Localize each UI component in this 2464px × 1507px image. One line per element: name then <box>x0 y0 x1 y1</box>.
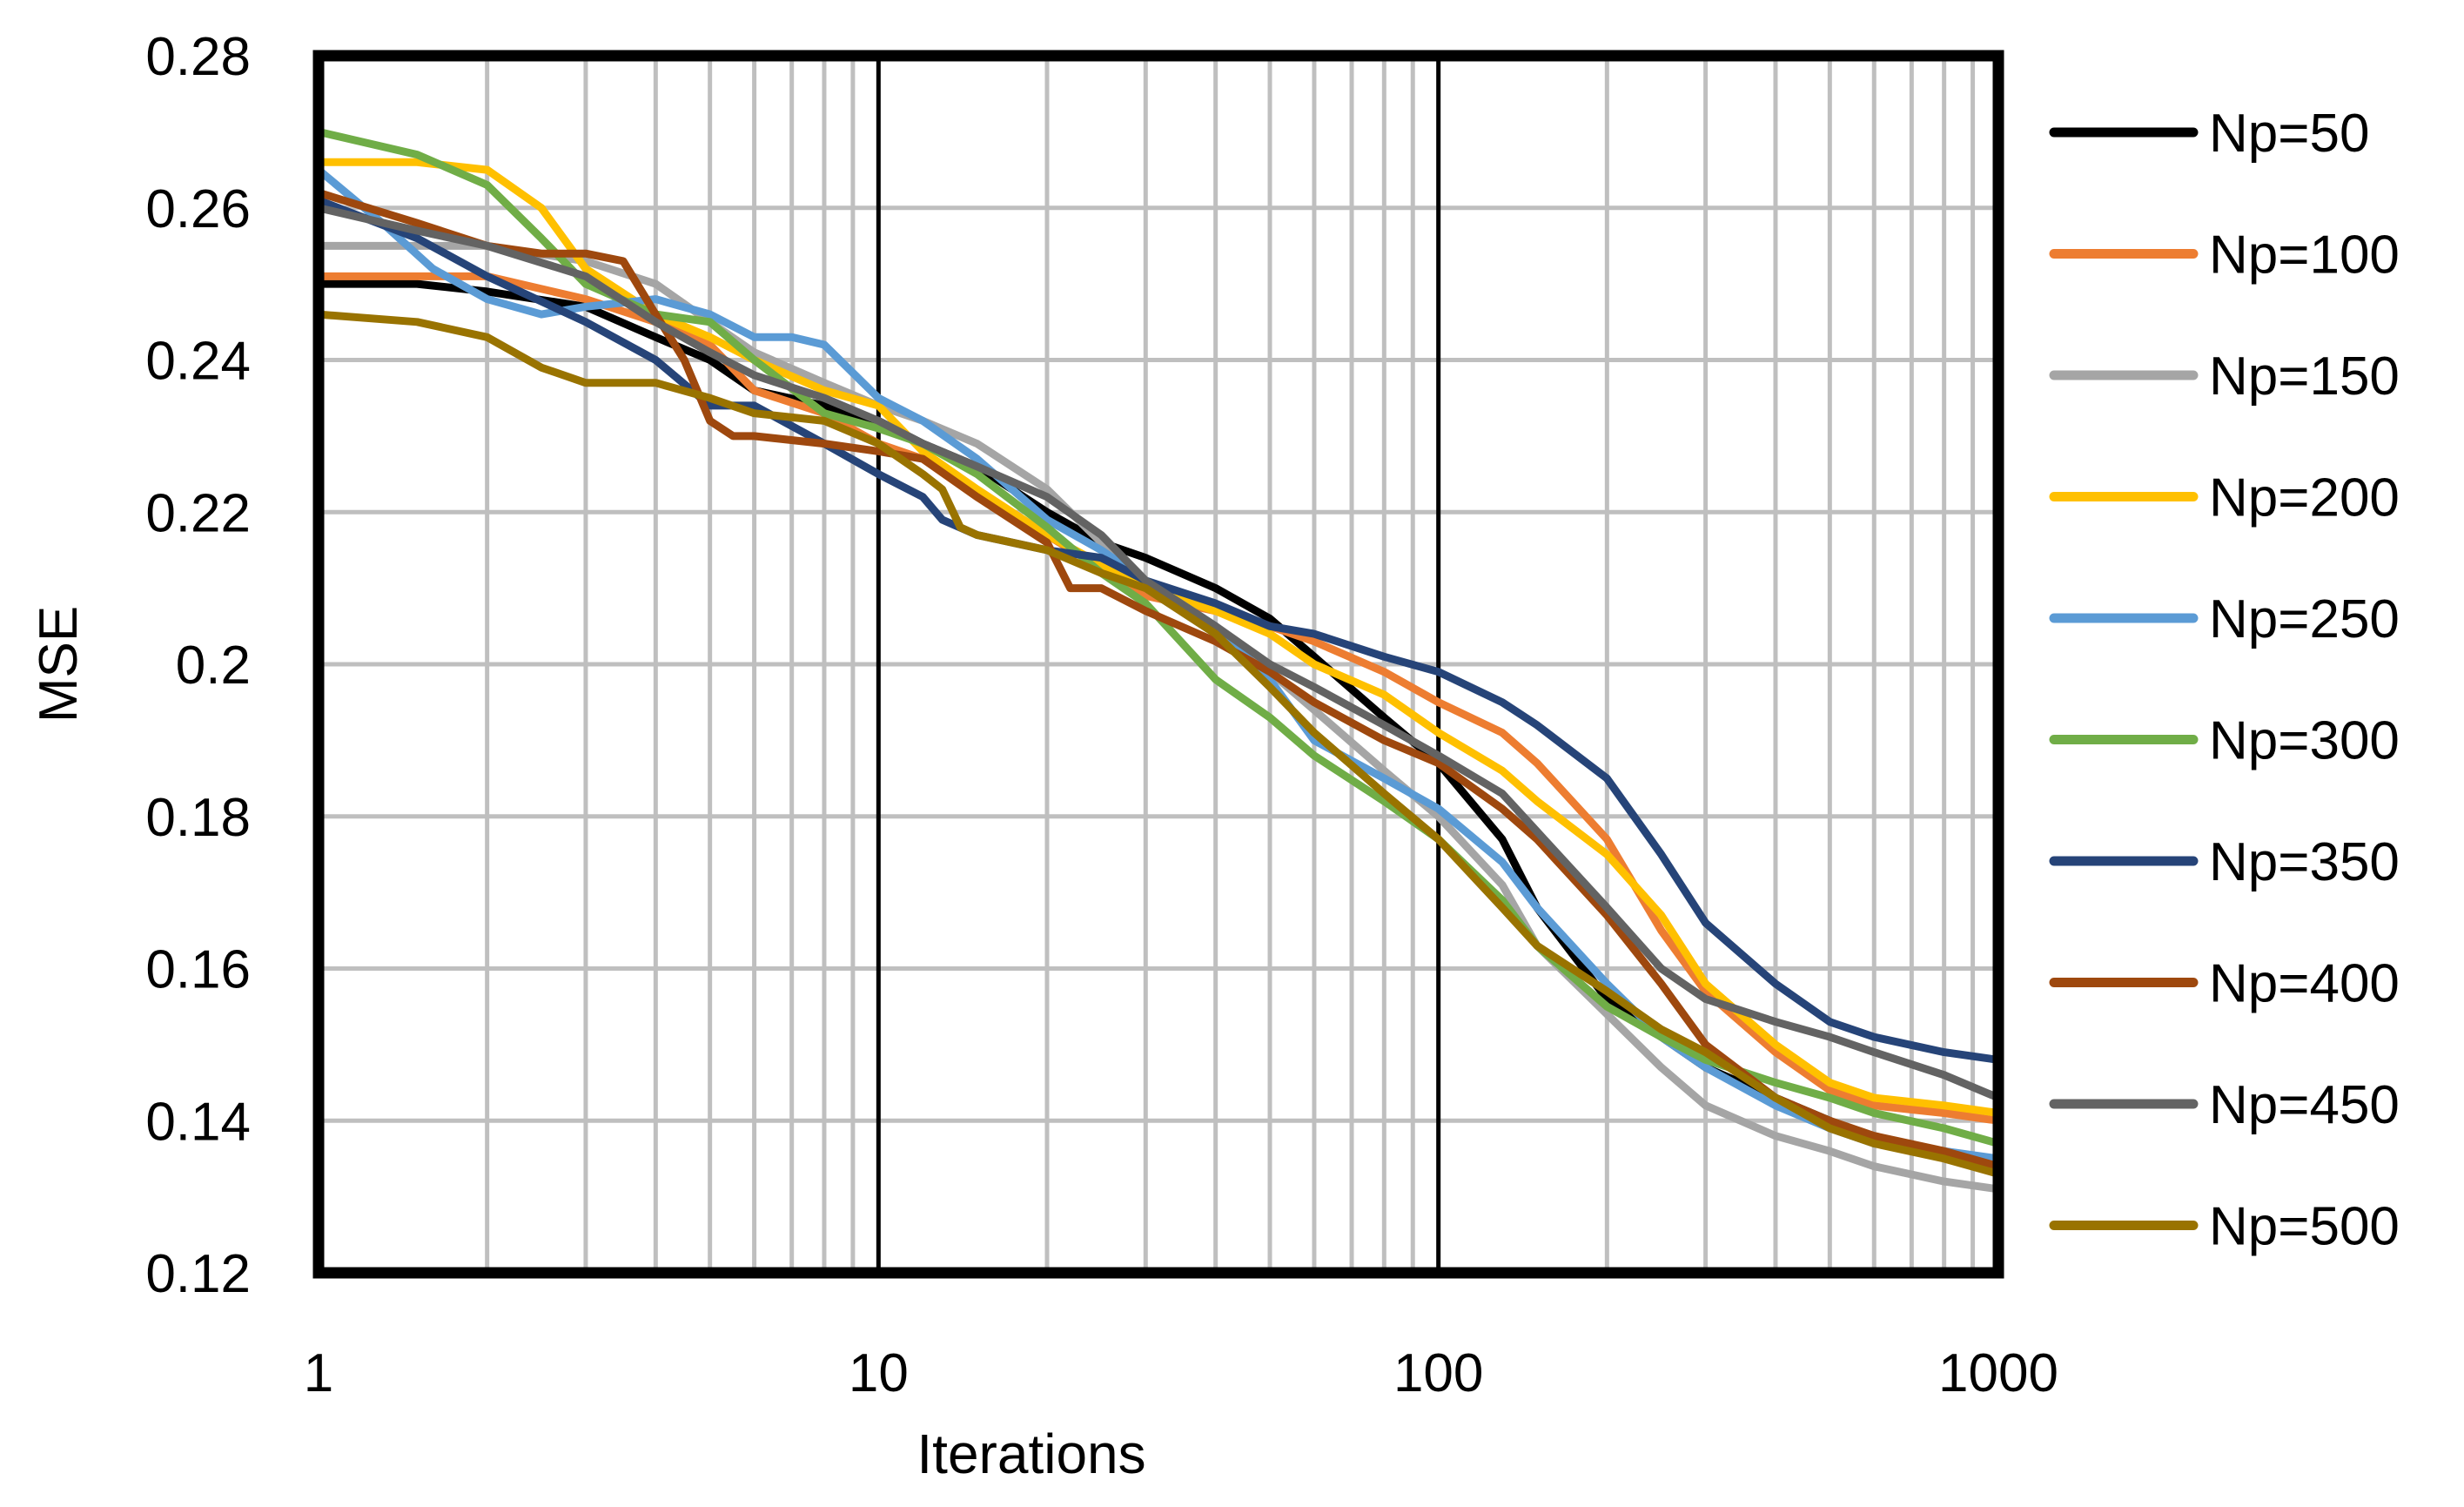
legend-label: Np=350 <box>2209 832 2400 892</box>
y-tick-label: 0.18 <box>145 788 251 848</box>
legend-item: Np=300 <box>2049 711 2400 771</box>
y-tick-label: 0.12 <box>145 1244 251 1304</box>
series-line-np-500 <box>314 310 2003 1178</box>
series-line-np-400 <box>314 188 2003 1171</box>
x-tick-label: 1 <box>304 1343 333 1403</box>
legend-label: Np=300 <box>2209 711 2400 771</box>
series-lines <box>314 127 2003 1194</box>
y-tick-label: 0.24 <box>145 332 251 392</box>
legend-label: Np=150 <box>2209 346 2400 407</box>
legend-label: Np=400 <box>2209 954 2400 1014</box>
legend-label: Np=450 <box>2209 1075 2400 1135</box>
legend-label: Np=200 <box>2209 468 2400 528</box>
legend-item: Np=100 <box>2049 225 2400 286</box>
x-tick-label: 10 <box>849 1343 909 1403</box>
legend-item: Np=400 <box>2049 954 2400 1014</box>
y-tick-label: 0.14 <box>145 1092 251 1152</box>
legend-label: Np=250 <box>2209 589 2400 649</box>
y-tick-label: 0.22 <box>145 483 251 543</box>
x-tick-label: 1000 <box>1938 1343 2058 1403</box>
y-tick-label: 0.28 <box>145 27 251 87</box>
y-axis-title: MSE <box>29 606 89 723</box>
x-tick-label: 100 <box>1393 1343 1483 1403</box>
legend-item: Np=150 <box>2049 346 2400 407</box>
x-axis-tick-labels: 1 10 100 1000 <box>304 1343 2058 1403</box>
plot-frame <box>312 50 2004 1279</box>
series-line-np-450 <box>314 204 2003 1102</box>
legend-item: Np=500 <box>2049 1197 2400 1257</box>
x-axis-title: Iterations <box>916 1423 1145 1485</box>
y-tick-label: 0.16 <box>145 940 251 1000</box>
legend: Np=50 Np=100 Np=150 Np=200 Np=250 Np=300 Np=35… <box>2049 104 2400 1257</box>
y-tick-label: 0.26 <box>145 179 251 239</box>
legend-label: Np=100 <box>2209 225 2400 286</box>
y-axis-tick-labels: 0.12 0.14 0.16 0.18 0.2 0.22 0.24 0.26 0.28 <box>145 27 251 1304</box>
y-tick-label: 0.2 <box>176 636 251 696</box>
legend-item: Np=450 <box>2049 1075 2400 1135</box>
legend-item: Np=250 <box>2049 589 2400 649</box>
legend-item: Np=50 <box>2049 104 2369 164</box>
legend-label: Np=500 <box>2209 1197 2400 1257</box>
legend-item: Np=350 <box>2049 832 2400 892</box>
legend-item: Np=200 <box>2049 468 2400 528</box>
legend-label: Np=50 <box>2209 104 2369 164</box>
